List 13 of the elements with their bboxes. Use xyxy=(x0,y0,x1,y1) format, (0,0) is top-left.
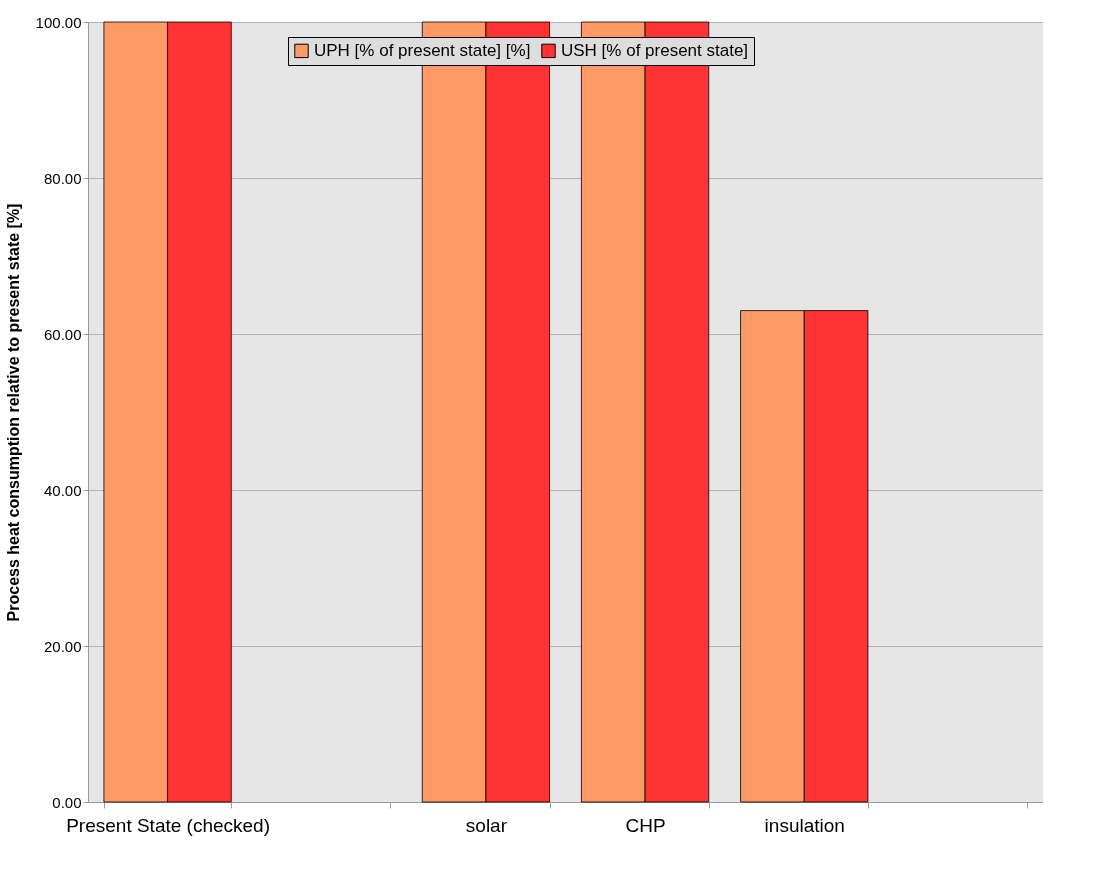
legend-label: USH [% of present state] xyxy=(561,40,749,60)
y-axis-title: Process heat consumption relative to present state [%] xyxy=(4,203,22,622)
x-tick-label: insulation xyxy=(764,814,845,836)
y-tick-label: 40.00 xyxy=(43,481,82,499)
y-tick-label: 60.00 xyxy=(43,325,82,343)
y-tick-label: 0.00 xyxy=(52,793,82,811)
y-tick-label: 20.00 xyxy=(43,637,82,655)
y-tick-label: 100.00 xyxy=(35,13,82,31)
x-tick-label: solar xyxy=(465,814,508,836)
legend-label: UPH [% of present state] [%] xyxy=(314,40,531,60)
x-tick-label: CHP xyxy=(625,814,666,836)
y-tick-label: 80.00 xyxy=(43,169,82,187)
x-tick-label: Present State (checked) xyxy=(66,814,270,836)
